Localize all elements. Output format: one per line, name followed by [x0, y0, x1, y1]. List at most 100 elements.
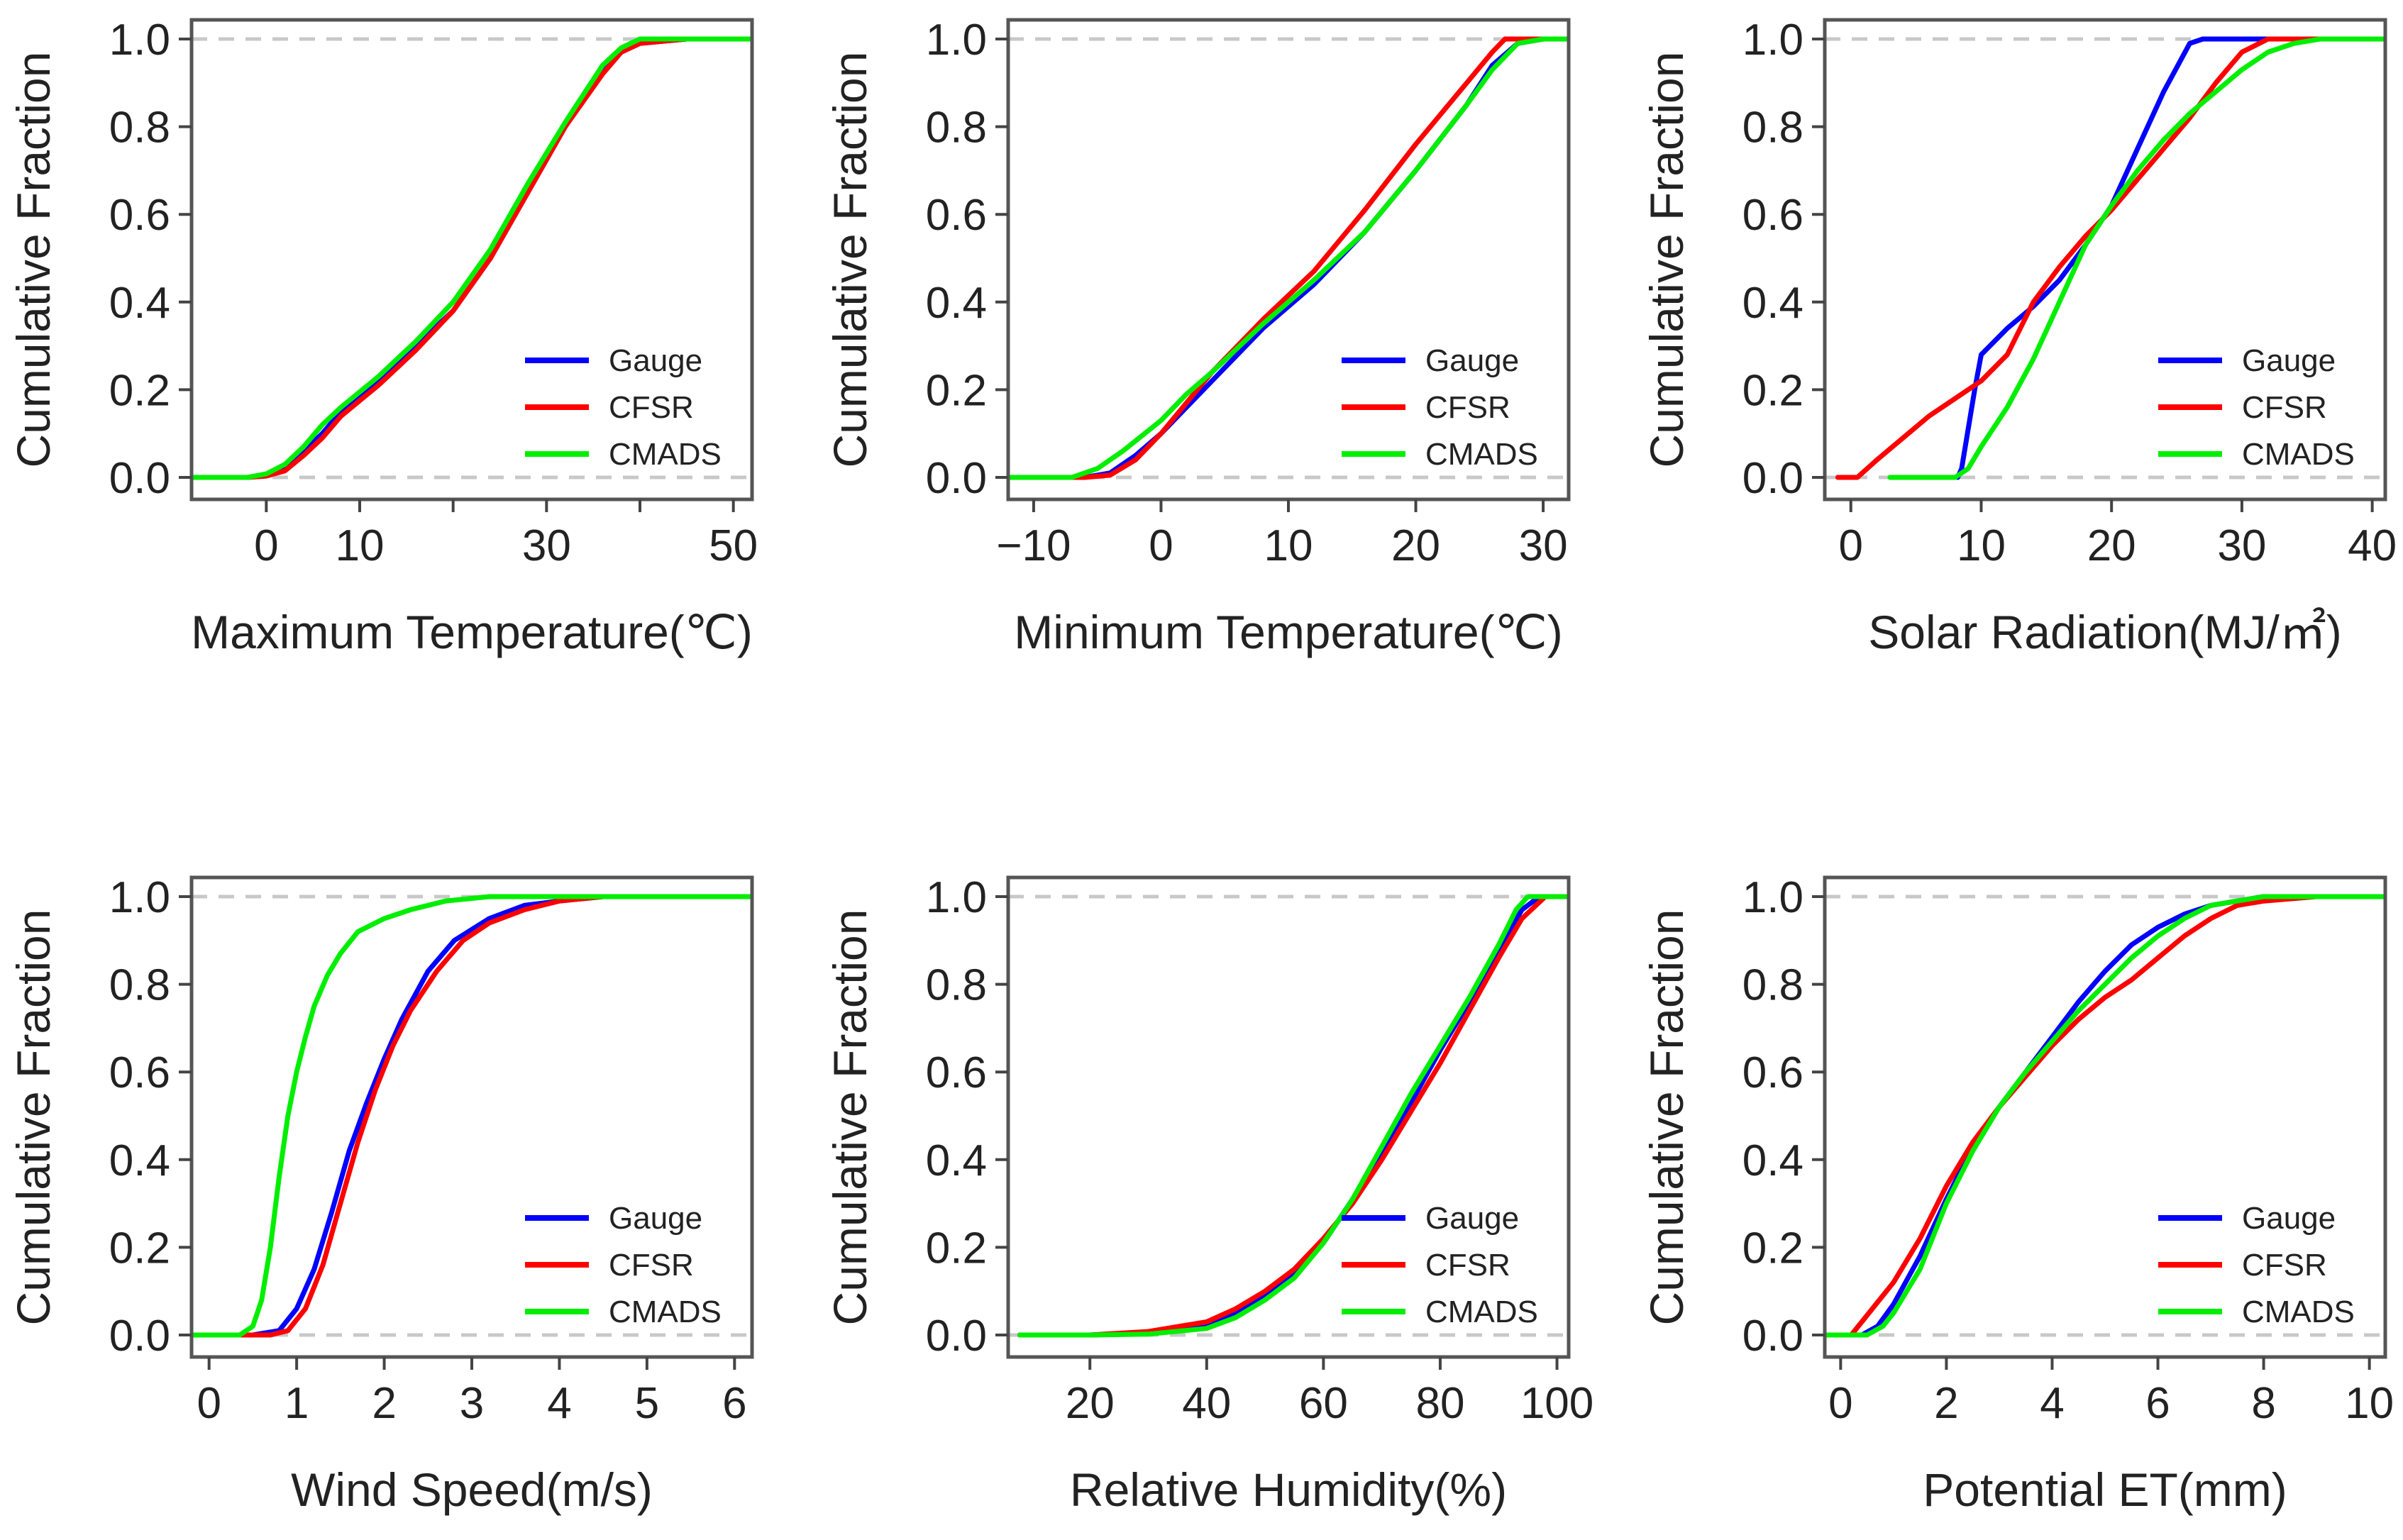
x-axis-title: Potential ET(mm): [1923, 1463, 2287, 1516]
y-tick-label: 0.8: [926, 961, 987, 1010]
y-tick-label: 0.0: [926, 454, 987, 503]
y-tick-label: 0.0: [109, 454, 170, 503]
x-tick-label: 0: [1839, 521, 1863, 570]
plot-frame: [1006, 875, 1571, 1359]
y-tick-label: 0.4: [1742, 1136, 1803, 1185]
x-tick-label: 20: [1066, 1379, 1115, 1428]
x-tick-label: 10: [336, 521, 385, 570]
x-tick-label: 80: [1415, 1379, 1464, 1428]
legend-label-cfsr: CFSR: [609, 390, 694, 425]
x-tick-label: 10: [1264, 521, 1313, 570]
y-tick-label: 0.8: [109, 104, 170, 153]
y-tick-label: 0.4: [109, 279, 170, 328]
y-tick-label: 1.0: [1742, 16, 1803, 65]
y-tick-label: 0.8: [109, 961, 170, 1010]
legend: Gauge CFSR CMADS: [2158, 1201, 2355, 1329]
legend-label-gauge: Gauge: [2242, 343, 2336, 378]
y-tick-label: 0.4: [926, 1136, 987, 1185]
plot-frame: [189, 18, 754, 502]
series-group: [1825, 894, 2385, 1338]
series-line-cmads: [1887, 36, 2385, 480]
legend: Gauge CFSR CMADS: [1342, 1201, 1538, 1329]
y-tick-label: 1.0: [926, 16, 987, 65]
y-axis-title: Cumulative Fraction: [1640, 909, 1693, 1326]
x-tick-label: 20: [1391, 521, 1440, 570]
series-line-cfsr: [1835, 36, 2385, 480]
x-axis-title: Relative Humidity(%): [1070, 1463, 1507, 1516]
y-tick-label: 0.8: [1742, 104, 1803, 153]
panel-tmin: 0.0 0.2 0.4 0.6 0.8 1.0 −10 0 10 20 30 Minimum Temp…: [824, 16, 1571, 658]
series-line-cmads: [192, 36, 752, 480]
series-line-cmads: [1017, 894, 1569, 1338]
x-tick-label: 20: [2087, 521, 2136, 570]
series-line-cmads: [1008, 36, 1569, 480]
y-tick-label: 0.0: [1742, 1312, 1803, 1361]
legend-label-cmads: CMADS: [1425, 1295, 1538, 1329]
y-tick-label: 0.6: [109, 191, 170, 240]
x-tick-label: 10: [2345, 1379, 2394, 1428]
legend-label-cfsr: CFSR: [609, 1248, 694, 1283]
legend-label-gauge: Gauge: [1425, 1201, 1519, 1236]
y-tick-label: 1.0: [109, 16, 170, 65]
y-axis-title: Cumulative Fraction: [1640, 52, 1693, 468]
x-tick-label: 5: [635, 1379, 659, 1428]
legend-label-cmads: CMADS: [609, 437, 722, 472]
y-tick-label: 1.0: [926, 873, 987, 922]
panel-rh: 0.0 0.2 0.4 0.6 0.8 1.0 20 40 60 80 100 Relative Hu…: [824, 873, 1593, 1516]
y-tick-label: 0.0: [109, 1312, 170, 1361]
y-tick-label: 0.2: [926, 1224, 987, 1273]
legend-label-cmads: CMADS: [609, 1295, 722, 1329]
x-tick-label: 2: [1934, 1379, 1958, 1428]
y-tick-label: 0.2: [109, 366, 170, 415]
y-tick-label: 0.2: [926, 366, 987, 415]
x-tick-label: 60: [1299, 1379, 1348, 1428]
x-tick-label: 30: [522, 521, 571, 570]
legend-label-gauge: Gauge: [609, 1201, 702, 1236]
x-axis-title: Minimum Temperature(℃): [1014, 606, 1562, 658]
x-tick-label: 1: [285, 1379, 309, 1428]
panel-tmax: 0.0 0.2 0.4 0.6 0.8 1.0 0 10 30 50 Maximum Tempera…: [7, 16, 758, 658]
y-tick-label: 0.2: [1742, 366, 1803, 415]
y-axis-title: Cumulative Fraction: [824, 909, 876, 1326]
series-line-cfsr: [1825, 894, 2385, 1338]
legend-label-gauge: Gauge: [2242, 1201, 2336, 1236]
plot-frame: [1823, 18, 2387, 502]
legend-label-cfsr: CFSR: [1425, 390, 1510, 425]
x-tick-label: 40: [1182, 1379, 1231, 1428]
x-tick-label: 40: [2348, 521, 2397, 570]
x-tick-label: 6: [2145, 1379, 2170, 1428]
y-tick-label: 0.2: [1742, 1224, 1803, 1273]
y-axis-title: Cumulative Fraction: [7, 52, 60, 468]
series-line-cfsr: [1008, 36, 1569, 480]
panel-wind: 0.0 0.2 0.4 0.6 0.8 1.0 0 1 2 3 4 5 6 Wind Speed(m/s)…: [7, 873, 754, 1516]
y-tick-label: 0.2: [109, 1224, 170, 1273]
series-group: [1017, 894, 1569, 1338]
plot-frame: [189, 875, 754, 1359]
series-line-cfsr: [192, 894, 752, 1338]
legend-label-cmads: CMADS: [2242, 1295, 2355, 1329]
y-tick-label: 0.4: [1742, 279, 1803, 328]
legend-label-gauge: Gauge: [1425, 343, 1519, 378]
x-axis-title: Solar Radiation(MJ/㎡): [1868, 606, 2342, 658]
x-axis-title: Maximum Temperature(℃): [191, 606, 753, 658]
y-tick-label: 0.0: [1742, 454, 1803, 503]
y-tick-label: 0.6: [1742, 1048, 1803, 1097]
x-tick-label: 0: [1149, 521, 1173, 570]
x-tick-label: 100: [1520, 1379, 1593, 1428]
x-tick-label: 50: [709, 521, 758, 570]
y-tick-label: 0.6: [1742, 191, 1803, 240]
series-line-cmads: [1825, 894, 2385, 1338]
y-tick-label: 1.0: [109, 873, 170, 922]
legend-label-cfsr: CFSR: [1425, 1248, 1510, 1283]
x-tick-label: 10: [1957, 521, 2006, 570]
y-axis-title: Cumulative Fraction: [824, 52, 876, 468]
legend: Gauge CFSR CMADS: [1342, 343, 1538, 472]
legend-label-cfsr: CFSR: [2242, 390, 2327, 425]
y-axis-title: Cumulative Fraction: [7, 909, 60, 1326]
y-tick-label: 0.6: [926, 191, 987, 240]
y-tick-label: 1.0: [1742, 873, 1803, 922]
legend: Gauge CFSR CMADS: [2158, 343, 2355, 472]
series-line-cmads: [192, 894, 752, 1338]
